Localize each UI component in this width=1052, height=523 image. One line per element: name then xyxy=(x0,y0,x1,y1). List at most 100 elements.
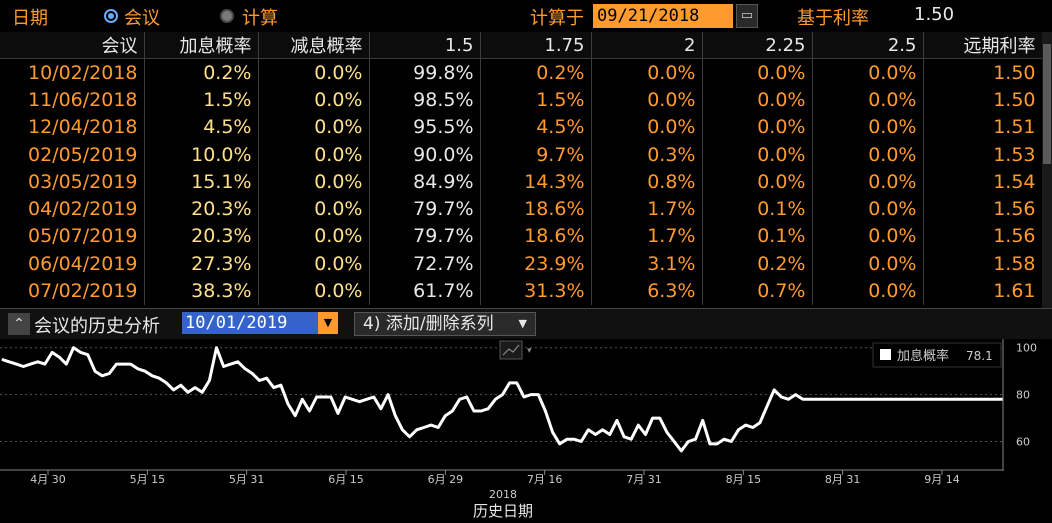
table-cell: 14.3% xyxy=(480,168,592,196)
series-line-group xyxy=(1,346,1004,453)
data-point xyxy=(516,382,518,384)
data-point xyxy=(294,415,296,417)
data-point xyxy=(351,398,353,400)
data-point xyxy=(766,405,768,407)
calendar-icon[interactable]: ▭ xyxy=(736,4,758,28)
table-cell: 6.3% xyxy=(591,277,703,305)
table-cell: 18.6% xyxy=(480,195,592,223)
table-cell: 20.3% xyxy=(144,195,259,223)
table-cell: 0.0% xyxy=(258,86,370,114)
data-point xyxy=(173,389,175,391)
svg-text:▾: ▾ xyxy=(527,346,532,356)
data-point xyxy=(280,384,282,386)
table-cell: 9.7% xyxy=(480,140,592,169)
data-point xyxy=(316,396,318,398)
table-cell: 15.1% xyxy=(144,168,259,196)
data-point xyxy=(981,398,982,400)
data-point xyxy=(123,363,124,365)
column-header[interactable]: 2.5 xyxy=(812,32,924,59)
table-row[interactable]: 07/02/2019 38.3% 0.0% 61.7% 31.3% 6.3% 0.7% 0.0… xyxy=(0,277,1043,305)
data-point xyxy=(931,398,932,400)
data-point xyxy=(945,398,947,400)
data-point xyxy=(151,375,153,377)
data-point xyxy=(609,434,611,435)
data-point xyxy=(580,441,582,442)
base-rate-label: 基于利率 xyxy=(797,8,869,29)
chart-type-icon[interactable]: ▾ xyxy=(499,340,532,360)
calc-radio[interactable] xyxy=(220,9,234,23)
data-point xyxy=(795,394,797,396)
data-point xyxy=(952,398,954,400)
data-point xyxy=(8,361,10,363)
add-remove-series-button[interactable]: 4) 添加/删除系列 ▼ xyxy=(354,312,536,336)
table-cell: 1.7% xyxy=(591,195,703,223)
table-cell: 0.1% xyxy=(702,222,813,251)
data-point xyxy=(287,403,289,405)
data-point xyxy=(602,429,604,431)
table-row[interactable]: 04/02/2019 20.3% 0.0% 79.7% 18.6% 1.7% 0.1% 0.0… xyxy=(0,195,1043,223)
data-point xyxy=(459,398,461,400)
scrollbar-thumb[interactable] xyxy=(1043,44,1051,164)
column-header[interactable]: 远期利率 xyxy=(923,32,1043,59)
column-header[interactable]: 会议 xyxy=(0,32,145,59)
collapse-chevron-icon[interactable]: ⌃ xyxy=(8,313,30,335)
data-point xyxy=(523,396,525,398)
table-cell: 20.3% xyxy=(144,222,259,251)
meeting-radio-label[interactable]: 会议 xyxy=(124,8,160,29)
data-point xyxy=(473,410,475,412)
table-cell: 0.0% xyxy=(258,250,370,278)
table-cell: 0.0% xyxy=(591,86,703,114)
data-point xyxy=(845,398,847,400)
table-scrollbar[interactable] xyxy=(1042,32,1052,308)
calc-date-input[interactable]: 09/21/2018 xyxy=(593,4,733,28)
data-point xyxy=(780,396,782,398)
data-point xyxy=(273,387,275,389)
data-point xyxy=(223,366,225,367)
table-cell: 0.0% xyxy=(812,277,924,305)
history-date-input[interactable]: 10/01/2019 xyxy=(182,312,318,334)
table-row[interactable]: 10/02/2018 0.2% 0.0% 99.8% 0.2% 0.0% 0.0% 0.0% 1… xyxy=(0,58,1043,87)
x-tick-label: 6月 15 xyxy=(328,473,364,486)
meeting-date-cell: 07/02/2019 xyxy=(0,277,145,305)
data-point xyxy=(859,398,861,400)
table-header-row: 会议 加息概率 减息概率 1.5 1.75 2 2.25 2.5 远期利率 xyxy=(0,32,1043,59)
table-cell: 1.53 xyxy=(923,140,1043,169)
table-cell: 0.0% xyxy=(812,113,924,141)
data-point xyxy=(873,398,875,400)
data-point xyxy=(37,361,39,363)
series-button-label: 添加/删除系列 xyxy=(385,314,494,334)
data-point xyxy=(30,363,32,365)
data-point xyxy=(809,398,811,400)
table-row[interactable]: 12/04/2018 4.5% 0.0% 95.5% 4.5% 0.0% 0.0% 0.0% 1… xyxy=(0,113,1043,141)
data-point xyxy=(573,438,575,440)
table-cell: 0.7% xyxy=(702,277,813,305)
history-date-dropdown-icon[interactable]: ▼ xyxy=(318,312,338,334)
table-cell: 1.7% xyxy=(591,222,703,251)
table-row[interactable]: 06/04/2019 27.3% 0.0% 72.7% 23.9% 3.1% 0.2% 0.0… xyxy=(0,250,1043,278)
column-header[interactable]: 减息概率 xyxy=(258,32,370,59)
column-header[interactable]: 加息概率 xyxy=(144,32,259,59)
table-cell: 98.5% xyxy=(369,86,481,114)
data-point xyxy=(437,427,439,428)
table-row[interactable]: 05/07/2019 20.3% 0.0% 79.7% 18.6% 1.7% 0.1% 0.0… xyxy=(0,222,1043,251)
meeting-radio[interactable] xyxy=(104,9,118,23)
data-point xyxy=(258,380,260,381)
legend-last-value: 78.1 xyxy=(966,349,993,363)
table-cell: 0.0% xyxy=(812,168,924,196)
column-header[interactable]: 2.25 xyxy=(702,32,813,59)
calc-radio-label[interactable]: 计算 xyxy=(242,8,278,29)
table-cell: 1.50 xyxy=(923,58,1043,87)
table-row[interactable]: 03/05/2019 15.1% 0.0% 84.9% 14.3% 0.8% 0.0% 0.0… xyxy=(0,168,1043,196)
data-point xyxy=(852,398,854,400)
table-row[interactable]: 11/06/2018 1.5% 0.0% 98.5% 1.5% 0.0% 0.0% 0.0% 1… xyxy=(0,86,1043,114)
table-cell: 0.0% xyxy=(812,250,924,278)
x-axis-title: 历史日期 xyxy=(473,502,533,519)
table-cell: 0.2% xyxy=(144,58,259,87)
table-cell: 1.56 xyxy=(923,195,1043,223)
column-header[interactable]: 1.75 xyxy=(480,32,592,59)
data-point xyxy=(895,398,897,400)
x-tick-label: 4月 30 xyxy=(30,473,66,486)
column-header[interactable]: 2 xyxy=(591,32,703,59)
table-row[interactable]: 02/05/2019 10.0% 0.0% 90.0% 9.7% 0.3% 0.0% 0.0%… xyxy=(0,140,1043,169)
column-header[interactable]: 1.5 xyxy=(369,32,481,59)
